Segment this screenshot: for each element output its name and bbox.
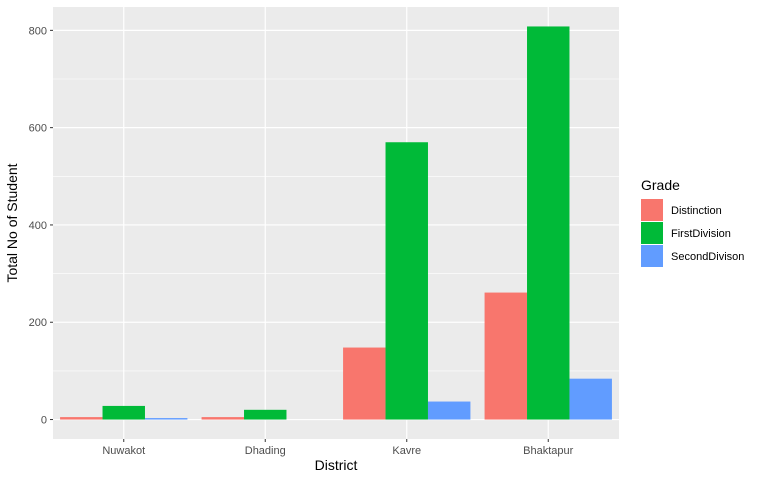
gridlines xyxy=(53,7,619,439)
bar xyxy=(484,292,528,420)
y-tick-label: 800 xyxy=(29,25,47,37)
legend-swatch xyxy=(641,222,663,244)
bar xyxy=(201,417,245,420)
x-tick-label: Nuwakot xyxy=(102,445,145,457)
bar xyxy=(569,378,612,420)
bars xyxy=(60,26,612,420)
x-axis-ticks: Nuwakot Dhading Kavre Bhaktapur xyxy=(102,439,574,457)
bar xyxy=(102,405,145,420)
y-tick-label: 600 xyxy=(29,123,47,135)
x-axis-title: District xyxy=(315,457,358,473)
y-axis-ticks: 0 200 400 600 800 xyxy=(29,25,53,427)
x-tick-label: Dhading xyxy=(245,445,286,457)
y-axis-title: Total No of Student xyxy=(4,163,20,282)
legend: Grade Distinction FirstDivision SecondDivi… xyxy=(641,177,744,267)
bar xyxy=(144,418,188,420)
y-tick-label: 0 xyxy=(41,415,47,427)
legend-label: Distinction xyxy=(671,205,722,217)
y-tick-label: 200 xyxy=(29,317,47,329)
bar xyxy=(427,401,471,420)
bar xyxy=(60,417,103,420)
legend-title: Grade xyxy=(641,177,680,193)
legend-swatch xyxy=(641,245,663,267)
bar xyxy=(343,347,386,420)
bar xyxy=(527,26,570,420)
bar xyxy=(244,409,287,420)
x-tick-label: Kavre xyxy=(392,445,421,457)
y-tick-label: 400 xyxy=(29,220,47,232)
legend-label: SecondDivison xyxy=(671,251,744,263)
x-tick-label: Bhaktapur xyxy=(523,445,573,457)
bar xyxy=(385,142,428,420)
legend-swatch xyxy=(641,199,663,221)
legend-label: FirstDivision xyxy=(671,228,731,240)
